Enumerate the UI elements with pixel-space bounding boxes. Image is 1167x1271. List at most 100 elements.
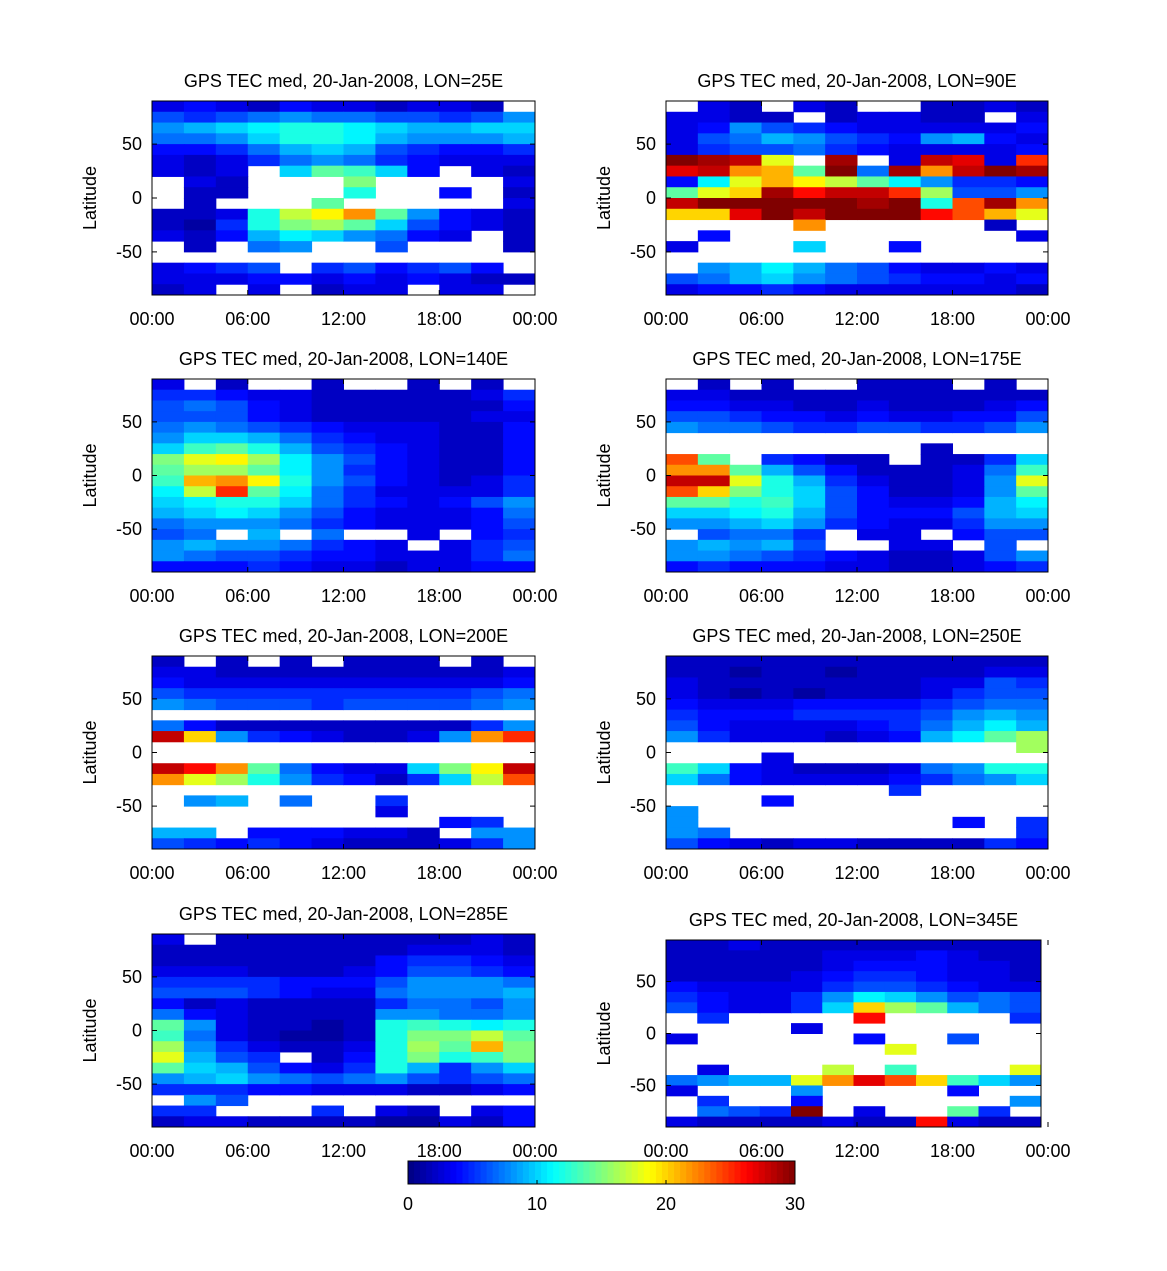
heatmap-cell bbox=[761, 411, 794, 423]
heatmap-cell bbox=[439, 987, 472, 999]
heatmap-cell bbox=[825, 763, 858, 775]
heatmap-cell bbox=[1009, 981, 1042, 993]
heatmap-cell bbox=[1016, 518, 1049, 530]
heatmap-cell bbox=[697, 176, 731, 188]
heatmap-cell bbox=[215, 454, 249, 466]
y-tick-label: 0 bbox=[132, 188, 142, 208]
heatmap-cell bbox=[952, 496, 985, 509]
heatmap-cell bbox=[183, 101, 217, 113]
heatmap-cell bbox=[375, 111, 408, 124]
heatmap-cell bbox=[471, 720, 504, 732]
heatmap-cell bbox=[697, 763, 731, 775]
heatmap-cell bbox=[666, 688, 699, 700]
heatmap-cell bbox=[311, 698, 344, 711]
heatmap-cell bbox=[247, 987, 281, 999]
heatmap-cell bbox=[729, 273, 762, 285]
colorbar-segment bbox=[414, 1161, 421, 1184]
heatmap-cell bbox=[825, 176, 858, 188]
heatmap-cell bbox=[1016, 507, 1049, 519]
heatmap-cell bbox=[343, 550, 376, 562]
heatmap-cell bbox=[503, 539, 536, 552]
heatmap-cell bbox=[471, 1051, 504, 1064]
heatmap-cell bbox=[343, 464, 376, 476]
colorbar-segment bbox=[686, 1161, 693, 1184]
heatmap-cell bbox=[247, 1041, 281, 1053]
heatmap-cell bbox=[375, 154, 408, 167]
heatmap-cell bbox=[978, 1106, 1011, 1118]
heatmap-cell bbox=[375, 230, 408, 242]
heatmap-cell bbox=[822, 1064, 854, 1076]
heatmap-cell bbox=[503, 1073, 536, 1085]
heatmap-cell bbox=[952, 198, 985, 210]
heatmap-cell bbox=[343, 432, 376, 444]
heatmap-cell bbox=[183, 838, 217, 850]
heatmap-cell bbox=[375, 763, 408, 775]
heatmap-cell bbox=[503, 496, 536, 509]
heatmap-cell bbox=[793, 666, 826, 678]
heatmap-cell bbox=[279, 656, 313, 668]
heatmap-cell bbox=[279, 486, 313, 498]
heatmap-cell bbox=[311, 133, 344, 145]
heatmap-cell bbox=[728, 971, 761, 983]
y-tick-label: -50 bbox=[630, 1075, 656, 1095]
heatmap-cell bbox=[247, 518, 281, 530]
heatmap-cell bbox=[439, 133, 472, 145]
colorbar-segment bbox=[613, 1161, 621, 1184]
heatmap-cell bbox=[793, 709, 826, 721]
heatmap-cell bbox=[984, 507, 1017, 519]
heatmap-cell bbox=[183, 561, 217, 573]
heatmap-cell bbox=[407, 987, 440, 999]
colorbar-segment bbox=[547, 1161, 554, 1184]
heatmap-cell bbox=[984, 677, 1017, 689]
heatmap-cell bbox=[247, 154, 281, 167]
heatmap-cell bbox=[183, 176, 217, 188]
heatmap-cell bbox=[984, 688, 1017, 700]
heatmap-cell bbox=[152, 475, 185, 487]
heatmap-cell bbox=[152, 1041, 185, 1053]
heatmap-cell bbox=[984, 454, 1017, 466]
heatmap-cell bbox=[1016, 154, 1049, 167]
heatmap-cell bbox=[343, 656, 376, 668]
heatmap-cell bbox=[952, 688, 985, 700]
heatmap-cell bbox=[916, 1116, 948, 1128]
heatmap-cell bbox=[857, 475, 890, 487]
heatmap-cell bbox=[311, 1084, 344, 1096]
heatmap-cell bbox=[761, 656, 794, 668]
colorbar-tick-label: 10 bbox=[527, 1194, 547, 1214]
heatmap-cell bbox=[439, 1073, 472, 1085]
heatmap-cell bbox=[471, 677, 504, 689]
heatmap-cell bbox=[343, 1041, 376, 1053]
heatmap-cell bbox=[439, 773, 472, 786]
heatmap-cell bbox=[471, 379, 504, 391]
heatmap-cell bbox=[247, 550, 281, 562]
heatmap-cell bbox=[311, 1073, 344, 1085]
x-tick-label: 00:00 bbox=[512, 1141, 557, 1161]
heatmap-cell bbox=[1016, 187, 1049, 199]
heatmap-cell bbox=[439, 1009, 472, 1021]
heatmap-cell bbox=[916, 991, 948, 1003]
heatmap-cell bbox=[916, 1002, 948, 1014]
heatmap-cell bbox=[729, 284, 762, 296]
heatmap-cell bbox=[439, 731, 472, 743]
heatmap-cell bbox=[503, 976, 536, 989]
heatmap-cell bbox=[857, 133, 890, 145]
heatmap-cell bbox=[697, 940, 729, 951]
heatmap-cell bbox=[825, 656, 858, 668]
heatmap-cell bbox=[984, 561, 1017, 573]
heatmap-cell bbox=[857, 561, 890, 573]
heatmap-cell bbox=[697, 1095, 729, 1107]
heatmap-cell bbox=[183, 111, 217, 124]
heatmap-cell bbox=[215, 144, 249, 156]
colorbar-segment bbox=[728, 1161, 736, 1184]
heatmap-cell bbox=[183, 795, 217, 807]
heatmap-cell bbox=[215, 773, 249, 786]
heatmap-cell bbox=[471, 1030, 504, 1042]
heatmap-cell bbox=[729, 133, 762, 145]
heatmap-cell bbox=[697, 698, 731, 711]
colorbar-box bbox=[407, 1160, 796, 1185]
heatmap-cell bbox=[984, 187, 1017, 199]
heatmap-cell bbox=[407, 998, 440, 1010]
heatmap-cell bbox=[791, 1106, 823, 1118]
heatmap-cell bbox=[279, 1030, 313, 1042]
heatmap-cell bbox=[666, 731, 699, 743]
